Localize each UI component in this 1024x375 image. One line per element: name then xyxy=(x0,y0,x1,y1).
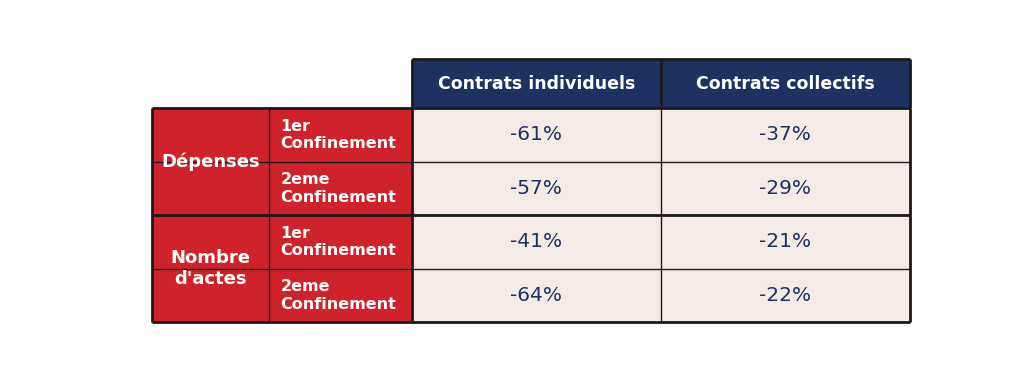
FancyBboxPatch shape xyxy=(660,108,909,162)
FancyBboxPatch shape xyxy=(660,215,909,268)
Text: 1er
Confinement: 1er Confinement xyxy=(281,118,396,151)
Text: 1er
Confinement: 1er Confinement xyxy=(281,226,396,258)
Text: -22%: -22% xyxy=(759,286,811,305)
Text: Contrats individuels: Contrats individuels xyxy=(437,75,635,93)
Text: Nombre
d'actes: Nombre d'actes xyxy=(171,249,251,288)
Text: -21%: -21% xyxy=(759,232,811,251)
FancyBboxPatch shape xyxy=(660,268,909,322)
Text: -61%: -61% xyxy=(510,125,562,144)
Text: -64%: -64% xyxy=(510,286,562,305)
FancyBboxPatch shape xyxy=(412,215,660,268)
FancyBboxPatch shape xyxy=(412,268,660,322)
Text: -37%: -37% xyxy=(759,125,811,144)
FancyBboxPatch shape xyxy=(152,268,269,322)
Text: Contrats collectifs: Contrats collectifs xyxy=(696,75,874,93)
Text: 2eme
Confinement: 2eme Confinement xyxy=(281,172,396,204)
FancyBboxPatch shape xyxy=(269,108,412,162)
FancyBboxPatch shape xyxy=(152,215,269,268)
Text: Dépenses: Dépenses xyxy=(161,152,260,171)
FancyBboxPatch shape xyxy=(660,59,909,108)
FancyBboxPatch shape xyxy=(412,59,660,108)
Text: 2eme
Confinement: 2eme Confinement xyxy=(281,279,396,312)
FancyBboxPatch shape xyxy=(269,268,412,322)
FancyBboxPatch shape xyxy=(269,162,412,215)
Text: -29%: -29% xyxy=(759,179,811,198)
FancyBboxPatch shape xyxy=(412,108,660,162)
FancyBboxPatch shape xyxy=(269,215,412,268)
FancyBboxPatch shape xyxy=(412,162,660,215)
FancyBboxPatch shape xyxy=(660,162,909,215)
Text: -57%: -57% xyxy=(510,179,562,198)
FancyBboxPatch shape xyxy=(152,162,269,215)
Text: -41%: -41% xyxy=(510,232,562,251)
FancyBboxPatch shape xyxy=(152,108,269,162)
FancyBboxPatch shape xyxy=(152,59,412,108)
